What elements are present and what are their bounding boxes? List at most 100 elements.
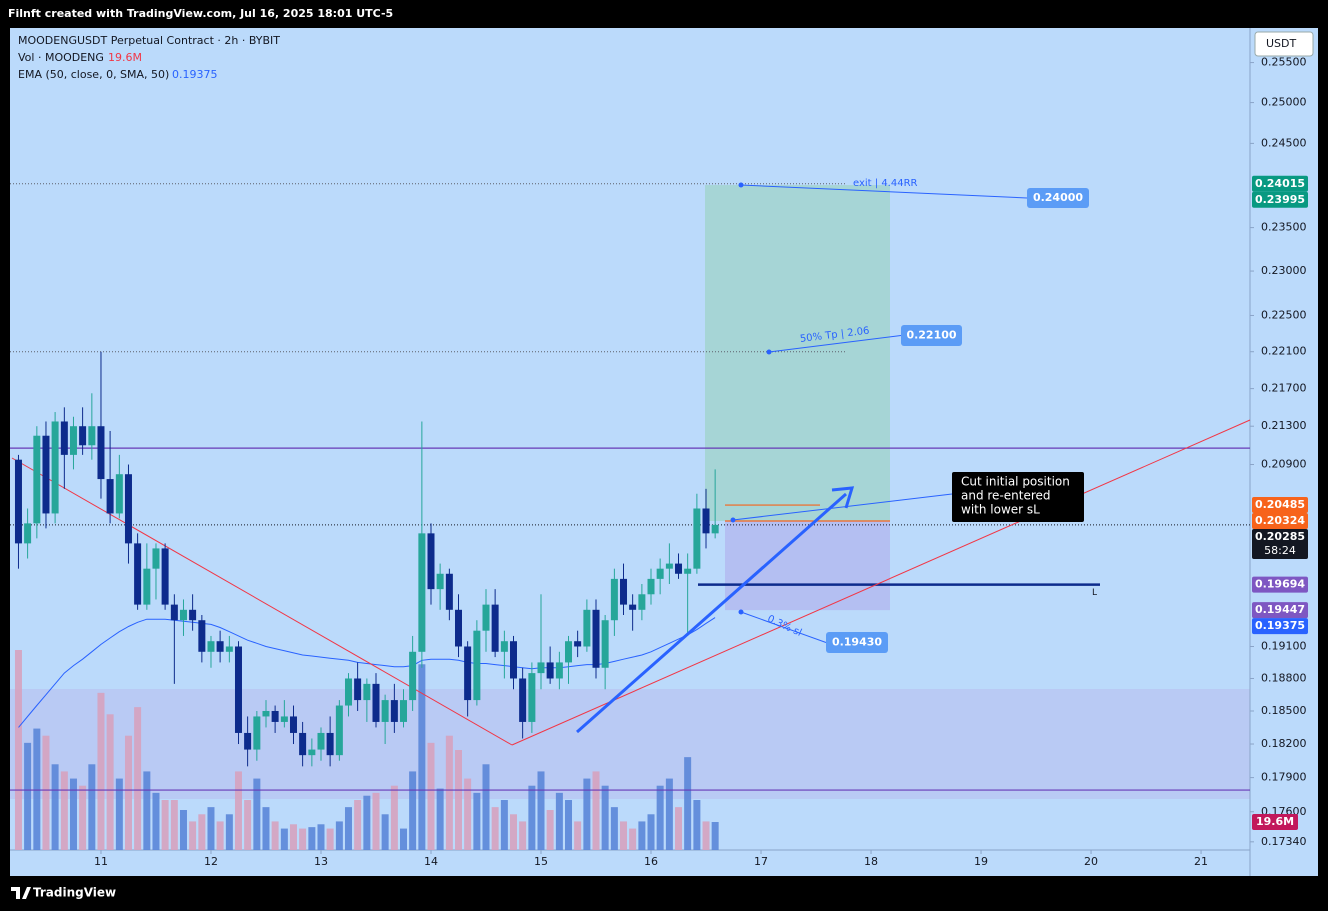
volume-bar [482, 764, 490, 850]
callout-line [740, 184, 1028, 199]
candle-body [427, 533, 435, 590]
candle-body [583, 609, 591, 647]
volume-bar [381, 814, 389, 850]
trend-line [511, 419, 1251, 746]
candle-body [289, 716, 297, 733]
volume-bar [601, 785, 609, 850]
currency-button[interactable] [1254, 31, 1314, 57]
candle-body [464, 646, 472, 701]
price-label: 0.20324 [1255, 514, 1305, 527]
volume-bar [638, 821, 646, 850]
target-zone [705, 185, 890, 521]
volume-bar [308, 827, 316, 850]
volume-bar [510, 814, 518, 850]
attribution: Filnft created with TradingView.com, Jul… [8, 7, 393, 20]
note-text: and re-entered [961, 489, 1051, 503]
y-tick-label: 0.17340 [1261, 835, 1307, 848]
vol-label: Vol · MOODENG [18, 51, 104, 64]
volume-bar [528, 785, 536, 850]
x-tick-label: 16 [644, 855, 658, 868]
candle-body [684, 568, 692, 574]
volume-bar [161, 800, 169, 850]
candle-body [326, 732, 334, 756]
note-text: with lower sL [961, 503, 1040, 517]
price-label: 0.19447 [1255, 603, 1305, 616]
volume-bar [665, 778, 673, 850]
volume-bar [179, 810, 187, 850]
volume-bar [555, 792, 563, 850]
volume-bar [97, 692, 105, 850]
candle-body [399, 700, 407, 722]
price-label-box [1252, 602, 1308, 619]
volume-bar [519, 821, 527, 850]
candle-body [216, 641, 224, 652]
volume-bar [574, 821, 582, 850]
price-label: 0.20285 [1255, 530, 1305, 543]
currency[interactable]: USDT [1266, 37, 1297, 50]
candle-body [574, 641, 582, 647]
volume-bar [445, 735, 453, 850]
volume-bar [565, 800, 573, 850]
x-tick-label: 11 [94, 855, 108, 868]
candle-body [317, 732, 325, 750]
candle-body [473, 630, 481, 701]
volume-bar [592, 771, 600, 850]
volume-bar [143, 771, 151, 850]
price-label: 0.19694 [1255, 578, 1305, 591]
candle-body [271, 710, 279, 722]
note-dot [730, 517, 736, 523]
volume-bar [372, 792, 380, 850]
candle-body [693, 508, 701, 569]
y-tick-label: 0.18200 [1261, 737, 1307, 750]
candle-body [656, 568, 664, 579]
volume-bar [317, 824, 325, 850]
volume-bar [711, 822, 719, 850]
candle-body [134, 543, 142, 605]
candle-body [115, 474, 123, 514]
candle-body [179, 609, 187, 621]
candle-body [308, 749, 316, 756]
volume-bar [620, 821, 628, 850]
price-label-box [1252, 175, 1308, 192]
candle-body [592, 609, 600, 668]
candle-body [97, 426, 105, 480]
callout-box [1027, 188, 1089, 208]
volume-bar [427, 742, 435, 850]
volume-bar [629, 828, 637, 850]
candle-body [344, 678, 352, 706]
y-tick-label: 0.17900 [1261, 771, 1307, 784]
candle-body [702, 508, 710, 534]
candle-body [24, 523, 32, 544]
volume-bar [344, 807, 352, 850]
volume-bar [124, 735, 132, 850]
tv-logo: TradingView [11, 886, 116, 900]
candle-body [491, 604, 499, 652]
volume-bar [152, 792, 160, 850]
callout-price: 0.19430 [832, 636, 882, 649]
note-box [952, 472, 1084, 522]
volume-bar [335, 821, 343, 850]
candle-body [234, 646, 242, 733]
callout-dot [738, 182, 744, 188]
volume-bar [244, 800, 252, 850]
volume-bar [390, 785, 398, 850]
candle-body [629, 604, 637, 610]
logo-mark [11, 887, 31, 899]
volume-bar [280, 828, 288, 850]
candle-body [299, 732, 307, 756]
candle-body [106, 479, 114, 514]
x-tick-label: 13 [314, 855, 328, 868]
y-tick-label: 0.23500 [1261, 221, 1307, 234]
candle-body [354, 678, 362, 701]
candle-body [51, 421, 59, 514]
y-tick-label: 0.22500 [1261, 308, 1307, 321]
candle-body [335, 705, 343, 756]
y-tick-label: 0.23000 [1261, 264, 1307, 277]
y-tick-label: 0.21700 [1261, 382, 1307, 395]
callout-line [740, 611, 827, 643]
volume-bar [537, 771, 545, 850]
candle-body [69, 426, 77, 455]
volume-bar [207, 807, 215, 850]
volume-bar [702, 821, 710, 850]
candle-body [454, 609, 462, 647]
